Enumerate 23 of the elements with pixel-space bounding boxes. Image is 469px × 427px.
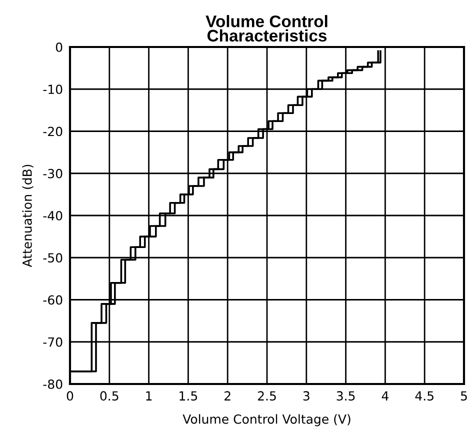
chart-title: Volume Control Characteristics (206, 15, 328, 42)
y-tick-label: -80 (43, 379, 62, 389)
x-tick-label: 1 (146, 391, 152, 400)
x-axis-title: Volume Control Voltage (V) (182, 414, 350, 426)
y-tick-label: -40 (43, 210, 62, 220)
y-tick-label: -20 (43, 126, 62, 136)
y-tick-label: -50 (43, 253, 62, 263)
x-tick-label: 4 (382, 391, 388, 400)
y-axis-title: Attenuation (dB) (22, 164, 34, 268)
x-tick-label: 3 (303, 391, 310, 401)
x-tick-label: 0.5 (100, 391, 118, 401)
y-tick-label: 0 (56, 42, 62, 52)
x-tick-label: 5 (460, 391, 467, 401)
x-tick-label: 1.5 (180, 391, 198, 401)
y-tick-label: -30 (43, 168, 62, 178)
x-tick-label: 2.5 (258, 391, 276, 401)
x-tick-label: 3.5 (336, 391, 355, 401)
x-tick-label: 0 (66, 391, 74, 401)
y-tick-label: -60 (43, 295, 62, 305)
x-tick-label: 4.5 (415, 391, 434, 401)
y-tick-label: -70 (43, 337, 62, 347)
x-tick-label: 2 (224, 391, 230, 400)
y-tick-label: -10 (43, 84, 62, 94)
